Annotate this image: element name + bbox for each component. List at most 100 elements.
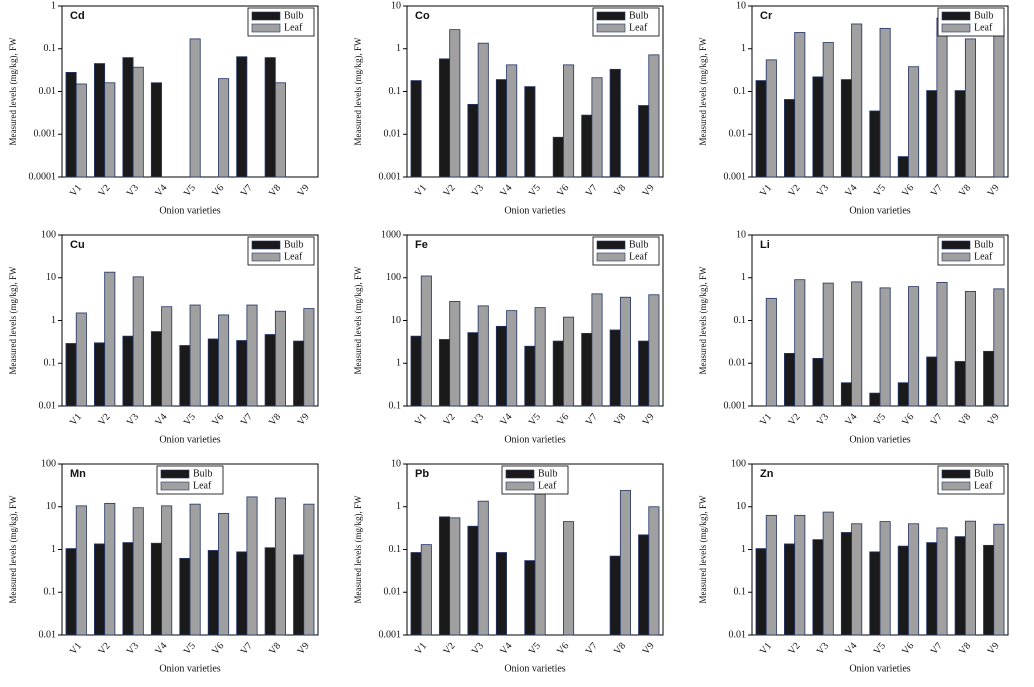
bar bbox=[552, 340, 564, 407]
panel-title: Zn bbox=[760, 468, 774, 480]
legend-label: Leaf bbox=[629, 251, 648, 262]
legend-label: Leaf bbox=[629, 22, 648, 33]
y-tick-label: 1000 bbox=[381, 229, 401, 240]
bar bbox=[264, 334, 276, 407]
legend-swatch bbox=[505, 481, 535, 491]
y-tick-label: 100 bbox=[41, 229, 56, 240]
y-axis-label: Measured levels (mg/kg), FW bbox=[8, 37, 18, 145]
bar bbox=[236, 551, 248, 636]
y-tick-label: 0.01 bbox=[39, 400, 57, 411]
x-tick-label: V7 bbox=[239, 183, 255, 199]
x-tick-label: V3 bbox=[470, 641, 486, 657]
y-tick-label: 0.01 bbox=[729, 629, 747, 640]
y-tick-label: 1 bbox=[51, 544, 56, 555]
bar bbox=[132, 507, 144, 636]
panel-title: Pb bbox=[415, 468, 429, 480]
bar bbox=[293, 554, 305, 636]
bar bbox=[765, 297, 777, 407]
y-tick-label: 0.001 bbox=[724, 171, 747, 182]
x-tick-label: V1 bbox=[68, 412, 84, 428]
x-tick-label: V8 bbox=[612, 183, 628, 199]
x-axis-label: Onion varieties bbox=[849, 205, 910, 216]
bar bbox=[552, 136, 564, 178]
x-tick-label: V8 bbox=[957, 412, 973, 428]
y-tick-label: 0.001 bbox=[379, 171, 402, 182]
bar bbox=[477, 305, 489, 407]
x-tick-label: V1 bbox=[758, 412, 774, 428]
y-tick-label: 10 bbox=[391, 0, 401, 11]
x-tick-label: V8 bbox=[957, 641, 973, 657]
x-tick-label: V8 bbox=[957, 183, 973, 199]
x-tick-label: V6 bbox=[210, 412, 226, 428]
y-tick-label: 0.1 bbox=[389, 544, 402, 555]
x-tick-label: V6 bbox=[900, 412, 916, 428]
bar bbox=[420, 275, 432, 407]
x-tick-label: V7 bbox=[929, 641, 945, 657]
legend-label: Bulb bbox=[193, 468, 212, 479]
bar bbox=[954, 536, 966, 636]
x-axis-label: Onion varieties bbox=[504, 205, 565, 216]
bar bbox=[477, 42, 489, 178]
x-tick-label: V7 bbox=[239, 641, 255, 657]
legend-swatch bbox=[160, 469, 190, 479]
x-tick-label: V3 bbox=[125, 183, 141, 199]
x-tick-label: V9 bbox=[295, 412, 311, 428]
x-tick-label: V9 bbox=[985, 412, 1001, 428]
x-tick-label: V2 bbox=[441, 412, 457, 428]
bar bbox=[619, 490, 631, 636]
y-tick-label: 0.1 bbox=[389, 86, 402, 97]
x-tick-label: V9 bbox=[640, 412, 656, 428]
y-tick-label: 0.1 bbox=[44, 43, 57, 54]
bar bbox=[189, 304, 201, 407]
bar bbox=[495, 325, 507, 407]
legend-swatch bbox=[596, 240, 626, 250]
x-tick-label: V2 bbox=[96, 183, 112, 199]
bar bbox=[104, 82, 116, 178]
bar bbox=[812, 76, 824, 178]
x-tick-label: V7 bbox=[584, 183, 600, 199]
panel-title: Co bbox=[415, 10, 430, 22]
y-axis-label: Measured levels (mg/kg), FW bbox=[353, 37, 363, 145]
bar bbox=[534, 307, 546, 407]
y-tick-label: 0.01 bbox=[384, 587, 402, 598]
y-tick-label: 1 bbox=[396, 358, 401, 369]
bar bbox=[410, 335, 422, 407]
legend-swatch bbox=[941, 23, 971, 33]
bar bbox=[563, 64, 575, 178]
x-tick-label: V8 bbox=[267, 641, 283, 657]
legend-label: Bulb bbox=[538, 468, 557, 479]
bar bbox=[869, 110, 881, 178]
bar bbox=[75, 312, 87, 407]
bar bbox=[784, 543, 796, 636]
bar bbox=[161, 306, 173, 407]
bar bbox=[784, 99, 796, 178]
bar bbox=[851, 523, 863, 636]
bar bbox=[420, 544, 432, 636]
x-tick-label: V6 bbox=[900, 183, 916, 199]
bar bbox=[439, 339, 451, 407]
bar bbox=[954, 90, 966, 178]
legend-label: Leaf bbox=[974, 480, 993, 491]
y-tick-label: 0.1 bbox=[389, 400, 402, 411]
y-tick-label: 10 bbox=[736, 501, 746, 512]
bar bbox=[908, 523, 920, 636]
y-axis-label: Measured levels (mg/kg), FW bbox=[353, 266, 363, 374]
bar bbox=[274, 497, 286, 636]
y-tick-label: 1 bbox=[741, 272, 746, 283]
bar bbox=[840, 532, 852, 636]
legend-label: Leaf bbox=[974, 22, 993, 33]
bar bbox=[964, 290, 976, 407]
legend-label: Leaf bbox=[538, 480, 557, 491]
x-tick-label: V5 bbox=[872, 412, 888, 428]
x-tick-label: V6 bbox=[555, 412, 571, 428]
bar bbox=[964, 520, 976, 636]
y-tick-label: 0.01 bbox=[729, 129, 747, 140]
bar bbox=[869, 551, 881, 636]
y-tick-label: 0.01 bbox=[729, 358, 747, 369]
panel-title: Li bbox=[760, 239, 770, 251]
x-tick-label: V4 bbox=[843, 183, 859, 199]
x-tick-label: V2 bbox=[96, 412, 112, 428]
bar bbox=[879, 27, 891, 178]
bar bbox=[619, 296, 631, 407]
